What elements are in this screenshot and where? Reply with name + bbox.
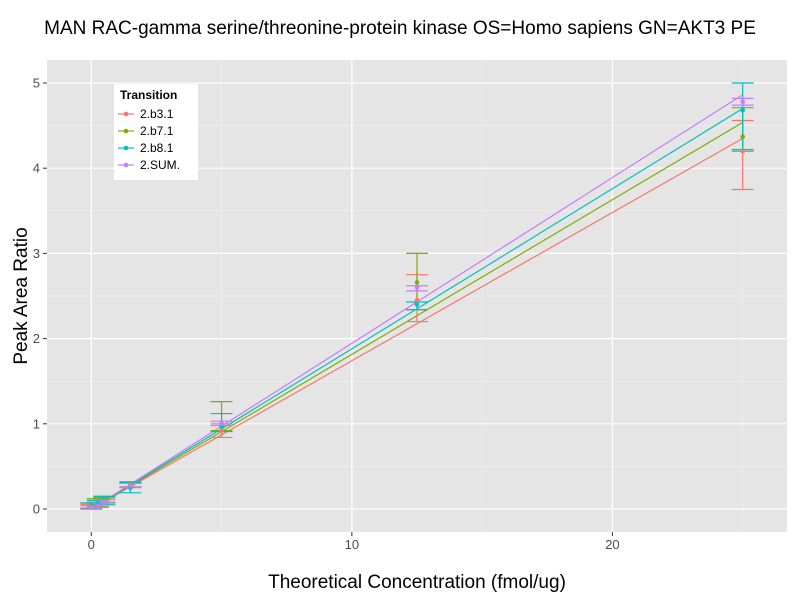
y-axis-ticks: 0 1 2 3 4 5 — [33, 76, 47, 516]
x-axis-ticks: 0 10 20 — [88, 532, 620, 552]
data-point — [88, 504, 94, 510]
data-point — [414, 297, 420, 303]
y-tick-label: 4 — [33, 161, 40, 176]
chart-title: MAN RAC-gamma serine/threonine-protein k… — [44, 18, 756, 39]
data-points — [88, 99, 746, 510]
data-point — [219, 421, 224, 427]
data-point — [414, 302, 420, 307]
x-tick-label: 20 — [605, 537, 619, 552]
data-point — [95, 503, 101, 508]
legend-label: 2.b7.1 — [140, 124, 174, 138]
data-point — [740, 134, 746, 139]
data-point — [102, 499, 107, 504]
legend-key-point — [123, 128, 129, 134]
legend: Transition 2.b3.1 2.b7.1 2.b8.1 2.SUM. — [114, 84, 198, 180]
legend-label: 2.SUM. — [140, 158, 180, 172]
x-axis-title: Theoretical Concentration (fmol/ug) — [268, 572, 566, 593]
legend-key-point — [123, 111, 129, 117]
fit-line — [90, 137, 744, 510]
data-point — [740, 148, 746, 154]
legend-key-point — [123, 162, 129, 168]
y-axis-title: Peak Area Ratio — [11, 227, 32, 364]
y-tick-label: 3 — [33, 246, 40, 261]
legend-key-point — [123, 145, 129, 151]
x-tick-label: 0 — [88, 537, 95, 552]
legend-title: Transition — [120, 88, 177, 102]
y-tick-label: 0 — [33, 501, 40, 516]
data-point — [128, 482, 133, 488]
legend-label: 2.b3.1 — [140, 107, 174, 121]
data-point — [414, 280, 420, 285]
y-tick-label: 2 — [33, 331, 40, 346]
data-point — [740, 99, 746, 105]
data-point — [219, 428, 224, 433]
legend-label: 2.b8.1 — [140, 141, 174, 155]
x-tick-label: 10 — [345, 537, 359, 552]
y-tick-label: 5 — [33, 76, 40, 91]
data-point — [740, 107, 746, 113]
data-point — [414, 285, 420, 290]
y-tick-label: 1 — [33, 416, 40, 431]
